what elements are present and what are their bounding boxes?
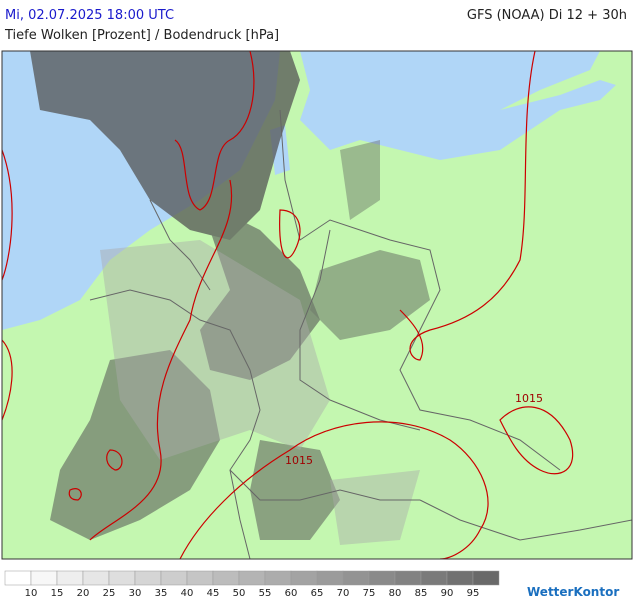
legend-swatch [316, 570, 344, 586]
legend-swatch [186, 570, 214, 586]
legend-swatch [160, 570, 188, 586]
legend-swatch [394, 570, 422, 586]
legend-label: 90 [441, 588, 454, 599]
legend-swatch [446, 570, 474, 586]
legend-swatch [290, 570, 318, 586]
legend-swatch [238, 570, 266, 586]
brand: WetterKontor [527, 585, 619, 599]
legend-label: 80 [389, 588, 402, 599]
map-title: Tiefe Wolken [Prozent] / Bodendruck [hPa… [4, 28, 279, 43]
legend-label: 85 [415, 588, 428, 599]
legend-swatch [264, 570, 292, 586]
legend-label: 45 [207, 588, 220, 599]
legend-swatch [30, 570, 58, 586]
legend-label: 75 [363, 588, 376, 599]
legend-swatch [212, 570, 240, 586]
isobar-label: 1015 [515, 392, 543, 405]
legend-swatch [472, 570, 500, 586]
model-run: GFS (NOAA) Di 12 + 30h [467, 8, 627, 23]
legend-label: 70 [337, 588, 350, 599]
valid-time: Mi, 02.07.2025 18:00 UTC [5, 8, 174, 23]
legend-swatch [56, 570, 84, 586]
legend-label: 40 [181, 588, 194, 599]
legend-swatch [82, 570, 110, 586]
legend-swatch [342, 570, 370, 586]
legend-swatch [108, 570, 136, 586]
legend-label: 50 [233, 588, 246, 599]
map: 1015 1015 [1, 50, 633, 560]
isobar-label: 1015 [285, 454, 313, 467]
legend: 10 15 20 25 30 35 40 45 50 55 60 65 70 75 80 85 90 95 [4, 570, 500, 599]
legend-label: 15 [51, 588, 64, 599]
legend-label: 65 [311, 588, 324, 599]
legend-swatch [420, 570, 448, 586]
legend-label: 95 [467, 588, 480, 599]
legend-label: 35 [155, 588, 168, 599]
legend-label: 60 [285, 588, 298, 599]
legend-label: 20 [77, 588, 90, 599]
legend-swatch [368, 570, 396, 586]
legend-swatch [4, 570, 32, 586]
legend-label: 10 [25, 588, 38, 599]
legend-label: 55 [259, 588, 272, 599]
legend-swatch [134, 570, 162, 586]
legend-label: 25 [103, 588, 116, 599]
legend-label: 30 [129, 588, 142, 599]
